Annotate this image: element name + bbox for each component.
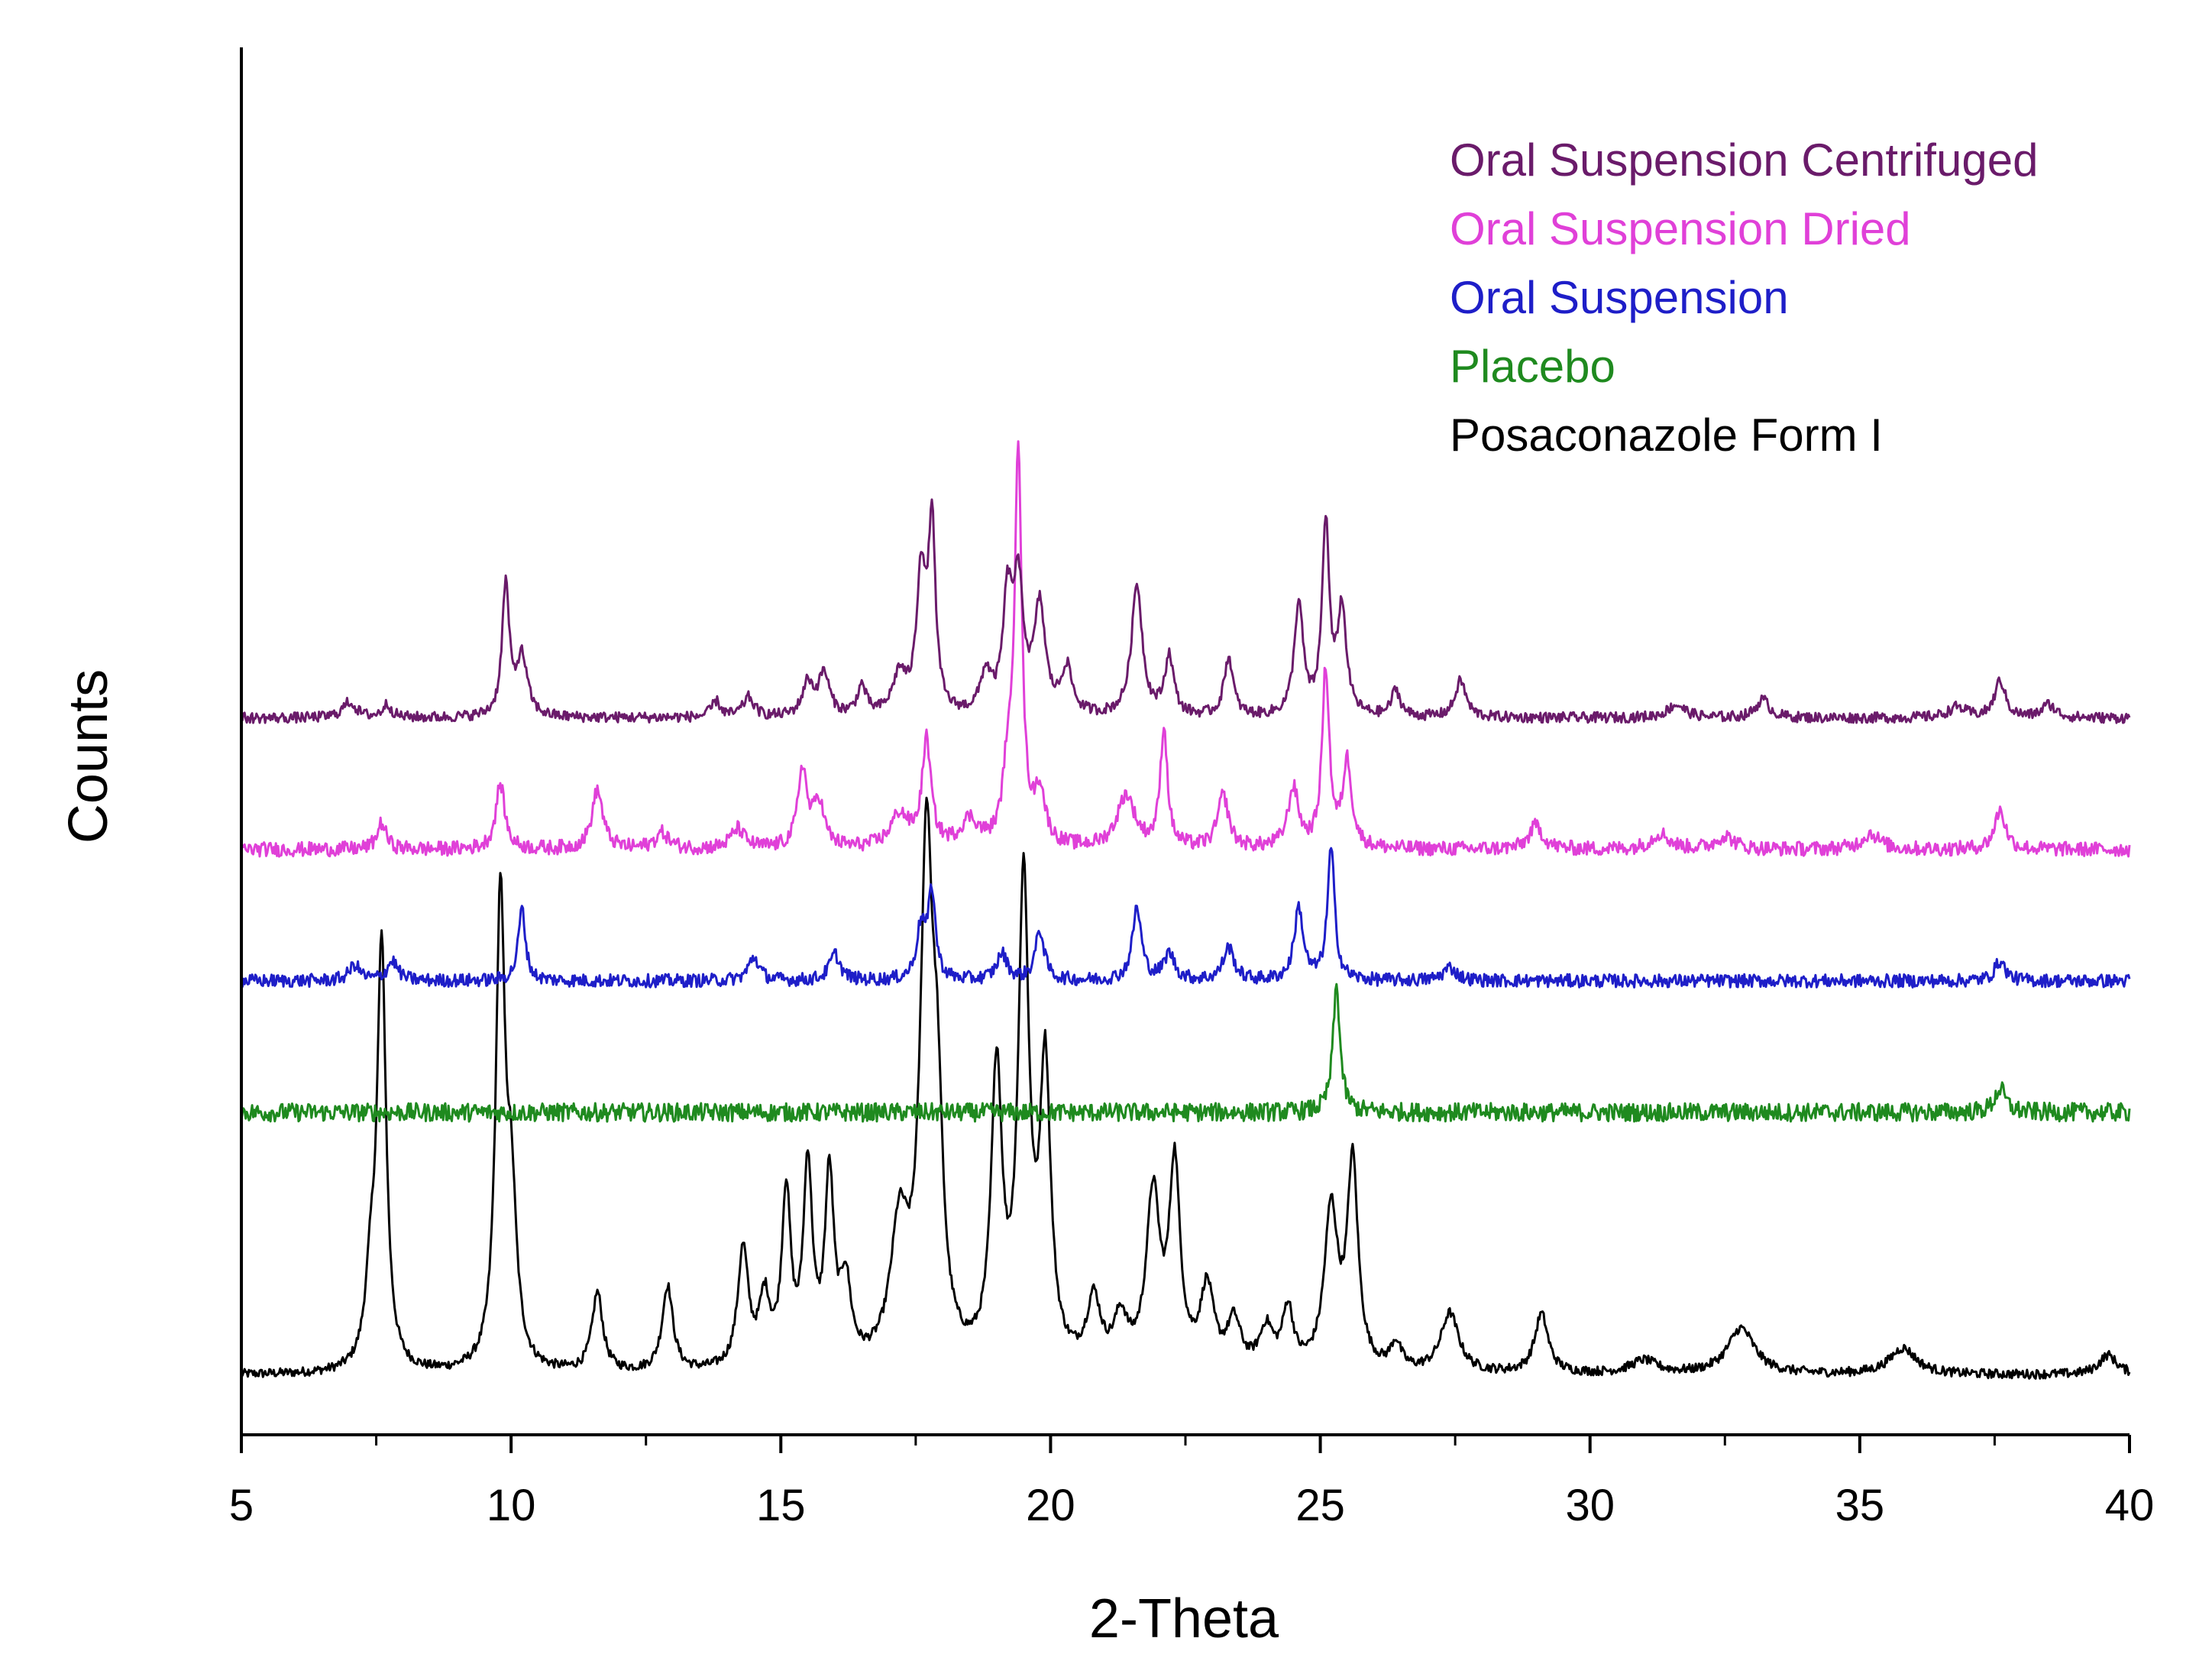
x-ticks: 5 10 15 20 25 30 35 40 — [229, 1435, 2154, 1530]
x-tick-label: 40 — [2105, 1481, 2155, 1530]
series-line-oral-suspension-centrifuged — [241, 498, 2131, 724]
x-tick-label: 15 — [756, 1481, 806, 1530]
legend-entry: Oral Suspension Dried — [1450, 203, 1911, 254]
x-tick-label: 25 — [1295, 1481, 1345, 1530]
legend-entry: Oral Suspension — [1450, 272, 1789, 323]
x-tick-label: 10 — [487, 1481, 536, 1530]
x-tick-label: 5 — [229, 1481, 254, 1530]
y-axis-title: Counts — [58, 669, 119, 843]
x-tick-label: 20 — [1026, 1481, 1075, 1530]
x-tick-label: 30 — [1565, 1481, 1615, 1530]
legend-entry: Oral Suspension Centrifuged — [1450, 134, 2038, 186]
plot-series — [240, 440, 2131, 1380]
series-line-oral-suspension-dried — [240, 440, 2131, 858]
series-line-oral-suspension — [240, 847, 2131, 989]
legend: Oral Suspension Centrifuged Oral Suspensi… — [1450, 134, 2038, 461]
series-line-placebo — [240, 983, 2131, 1123]
x-axis-title: 2-Theta — [1089, 1588, 1279, 1649]
legend-entry: Posaconazole Form I — [1450, 410, 1883, 461]
series-line-posaconazole-form-i — [240, 796, 2131, 1380]
legend-entry: Placebo — [1450, 341, 1615, 392]
x-tick-label: 35 — [1835, 1481, 1885, 1530]
